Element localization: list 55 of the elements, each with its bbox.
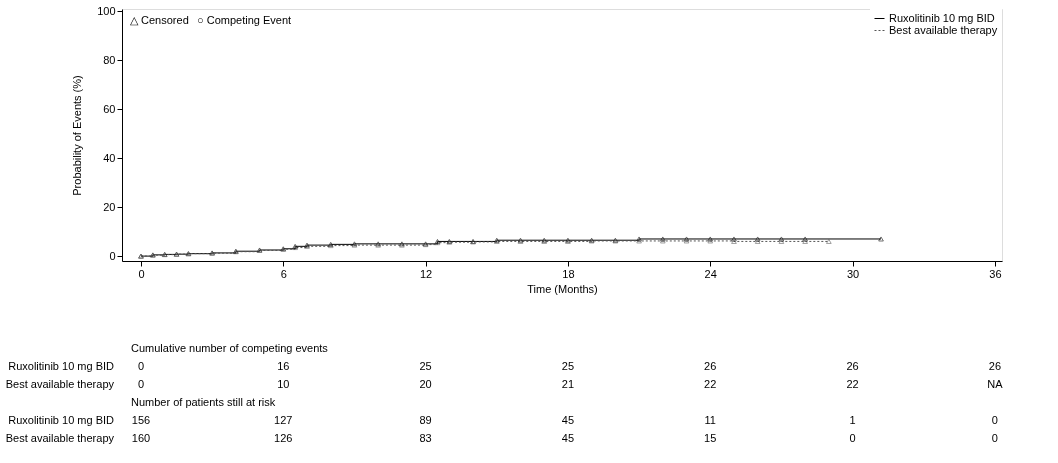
text: 26	[846, 360, 859, 372]
text: 26	[704, 360, 717, 372]
text: 0	[137, 360, 145, 372]
y-tick-label: 60	[103, 102, 116, 115]
text: 0	[991, 432, 998, 444]
text: 0	[137, 378, 145, 390]
text: 160	[131, 432, 151, 444]
text: 22	[704, 378, 717, 390]
text: Cumulative number of competing events	[130, 342, 329, 354]
x-tick-label: 24	[704, 267, 717, 280]
y-tick-label: 0	[109, 249, 116, 262]
annotation: △ Censored	[130, 14, 189, 26]
point	[878, 236, 884, 242]
text: 21	[561, 378, 575, 390]
text: 11	[704, 414, 716, 426]
text: 45	[561, 414, 575, 426]
x-tick-label: 36	[989, 267, 1002, 280]
legend-label: Best available therapy	[889, 23, 998, 36]
text: 25	[419, 360, 432, 372]
text: 10	[277, 378, 290, 390]
x-tick-label: 12	[419, 267, 433, 280]
legend-label: Ruxolitinib 10 mg BID	[889, 11, 995, 24]
text: NA	[987, 378, 1004, 390]
text: 26	[988, 360, 1002, 372]
text: 126	[274, 432, 293, 444]
text: Best available therapy	[5, 378, 115, 390]
text: 0	[991, 414, 998, 426]
text: Number of patients still at risk	[130, 396, 276, 408]
x-tick-label: 18	[562, 267, 575, 280]
text: 156	[131, 414, 151, 426]
text: 0	[849, 432, 856, 444]
text: 25	[561, 360, 575, 372]
text: 83	[419, 432, 432, 444]
y-axis-title: Probability of Events (%)	[71, 75, 84, 196]
text: Ruxolitinib 10 mg BID	[8, 414, 115, 426]
y-tick-label: 40	[103, 151, 116, 164]
y-tick-label: 20	[103, 200, 116, 213]
text: 16	[277, 360, 290, 372]
point	[826, 239, 832, 244]
x-tick-label: 6	[280, 267, 287, 280]
text: Ruxolitinib 10 mg BID	[8, 360, 115, 372]
text: 22	[846, 378, 859, 390]
text: 15	[704, 432, 717, 444]
text: 45	[561, 432, 575, 444]
y-tick-label: 80	[103, 53, 116, 66]
x-axis-title: Time (Months)	[527, 282, 598, 295]
text: Best available therapy	[5, 432, 115, 444]
text: 20	[419, 378, 432, 390]
text: 1	[849, 414, 856, 426]
x-tick-label: 0	[138, 267, 145, 280]
text: 89	[419, 414, 432, 426]
y-tick-label: 100	[97, 4, 116, 17]
text: 127	[274, 414, 293, 426]
annotation: ○ Competing Event	[197, 14, 292, 26]
x-tick-label: 30	[846, 267, 860, 280]
